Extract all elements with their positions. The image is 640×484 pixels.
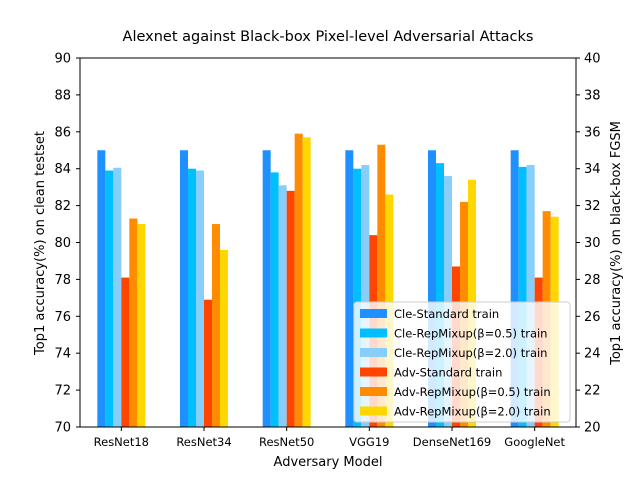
bar bbox=[361, 165, 370, 427]
bar bbox=[105, 170, 114, 428]
left-y-tick-label: 84 bbox=[54, 162, 71, 177]
legend-swatch bbox=[360, 406, 387, 416]
left-y-tick-label: 88 bbox=[54, 88, 71, 103]
bar bbox=[286, 190, 295, 427]
right-y-tick-label: 36 bbox=[584, 125, 601, 140]
left-y-tick-label: 72 bbox=[54, 384, 71, 399]
bar bbox=[97, 150, 106, 427]
bar bbox=[121, 277, 130, 427]
x-tick-label: VGG19 bbox=[349, 435, 389, 449]
right-y-tick-label: 26 bbox=[584, 310, 601, 325]
bar bbox=[113, 167, 122, 427]
bar bbox=[518, 166, 527, 428]
right-y-tick-label: 40 bbox=[584, 52, 601, 67]
right-y-tick-label: 22 bbox=[584, 384, 601, 399]
right-y-tick-label: 38 bbox=[584, 88, 601, 103]
bar bbox=[262, 150, 271, 427]
legend-label: Cle-RepMixup(β=0.5) train bbox=[394, 327, 547, 341]
bar bbox=[129, 218, 138, 427]
legend-swatch bbox=[360, 387, 387, 396]
legend-swatch bbox=[360, 367, 387, 377]
right-y-tick-label: 32 bbox=[584, 199, 601, 214]
right-y-tick-label: 20 bbox=[584, 421, 601, 436]
bar bbox=[294, 133, 303, 427]
bar bbox=[436, 163, 444, 428]
left-y-tick-label: 90 bbox=[54, 52, 71, 67]
legend-label: Adv-Standard train bbox=[394, 366, 502, 380]
x-tick-label: ResNet34 bbox=[176, 435, 231, 449]
left-y-tick-label: 86 bbox=[54, 125, 71, 140]
bar bbox=[428, 150, 436, 427]
legend-label: Adv-RepMixup(β=2.0) train bbox=[394, 405, 551, 419]
bar bbox=[180, 150, 188, 427]
legend-swatch bbox=[360, 328, 387, 338]
x-tick-label: DenseNet169 bbox=[413, 435, 491, 449]
x-tick-label: GoogleNet bbox=[504, 435, 565, 449]
right-y-tick-label: 34 bbox=[584, 162, 601, 177]
bar bbox=[353, 168, 362, 427]
right-y-tick-label: 28 bbox=[584, 273, 601, 288]
right-y-tick-label: 24 bbox=[584, 347, 601, 362]
bar bbox=[526, 165, 535, 427]
left-y-tick-label: 76 bbox=[54, 310, 71, 325]
left-y-tick-label: 80 bbox=[54, 236, 71, 251]
bar bbox=[302, 137, 311, 427]
bar bbox=[278, 185, 287, 427]
right-y-tick-label: 30 bbox=[584, 236, 601, 251]
legend-label: Cle-RepMixup(β=2.0) train bbox=[394, 346, 547, 360]
bar bbox=[345, 150, 354, 427]
bar bbox=[212, 224, 220, 427]
x-tick-label: ResNet50 bbox=[259, 435, 314, 449]
bar bbox=[510, 150, 519, 427]
bar bbox=[377, 144, 386, 427]
left-y-tick-label: 82 bbox=[54, 199, 71, 214]
bar bbox=[196, 170, 204, 428]
bar bbox=[204, 299, 212, 427]
right-y-axis-label: Top1 accuracy(%) on black-box FGSM bbox=[609, 121, 624, 366]
legend-label: Cle-Standard train bbox=[394, 307, 499, 321]
x-axis-label: Adversary Model bbox=[274, 455, 383, 470]
bar bbox=[220, 249, 228, 427]
legend-swatch bbox=[360, 348, 387, 357]
x-tick-label: ResNet18 bbox=[94, 435, 149, 449]
legend: Cle-Standard train Cle-RepMixup(β=0.5) tr… bbox=[353, 301, 571, 423]
left-y-tick-label: 78 bbox=[54, 273, 71, 288]
legend-label: Adv-RepMixup(β=0.5) train bbox=[394, 385, 551, 399]
chart-title: Alexnet against Black-box Pixel-level Ad… bbox=[123, 29, 534, 45]
legend-box bbox=[353, 301, 571, 423]
bar bbox=[188, 168, 196, 427]
left-y-tick-label: 74 bbox=[54, 347, 71, 362]
legend-swatch bbox=[360, 309, 387, 318]
left-y-tick-label: 70 bbox=[54, 421, 71, 436]
left-y-axis-label: Top1 accuracy(%) on clean testset bbox=[33, 131, 48, 356]
bar bbox=[137, 224, 146, 427]
bar bbox=[270, 172, 279, 427]
axes-group: 70 72 74 76 78 80 82 84 86 88 90 20 22 24 26 28 30 32 34 36… bbox=[54, 52, 600, 450]
